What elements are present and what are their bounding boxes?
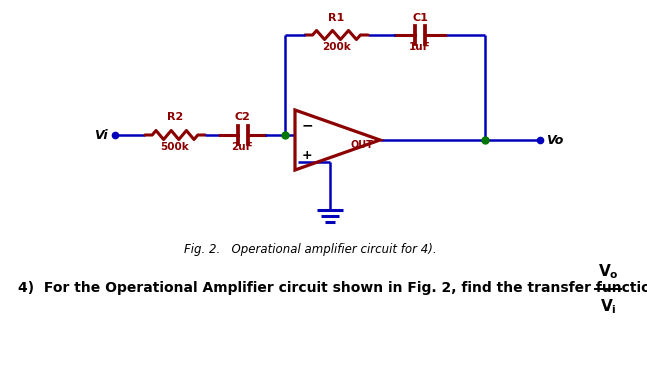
Text: Vo: Vo xyxy=(546,134,564,147)
Text: C1: C1 xyxy=(412,13,428,23)
Text: 2uF: 2uF xyxy=(232,142,254,152)
Text: 500k: 500k xyxy=(160,142,190,152)
Text: −: − xyxy=(302,118,313,132)
Text: 1uF: 1uF xyxy=(409,42,431,52)
Text: +: + xyxy=(302,149,313,162)
Text: $\mathbf{V_o}$: $\mathbf{V_o}$ xyxy=(598,262,619,281)
Text: Vi: Vi xyxy=(94,129,108,142)
Text: 200k: 200k xyxy=(322,42,351,52)
Text: R1: R1 xyxy=(329,13,345,23)
Text: R2: R2 xyxy=(167,112,183,122)
Text: C2: C2 xyxy=(235,112,250,122)
Text: 4)  For the Operational Amplifier circuit shown in Fig. 2, find the transfer fun: 4) For the Operational Amplifier circuit… xyxy=(18,281,647,295)
Text: OUT: OUT xyxy=(351,140,373,150)
Text: $\mathbf{V_i}$: $\mathbf{V_i}$ xyxy=(600,297,617,316)
Text: Fig. 2.   Operational amplifier circuit for 4).: Fig. 2. Operational amplifier circuit fo… xyxy=(184,243,436,256)
